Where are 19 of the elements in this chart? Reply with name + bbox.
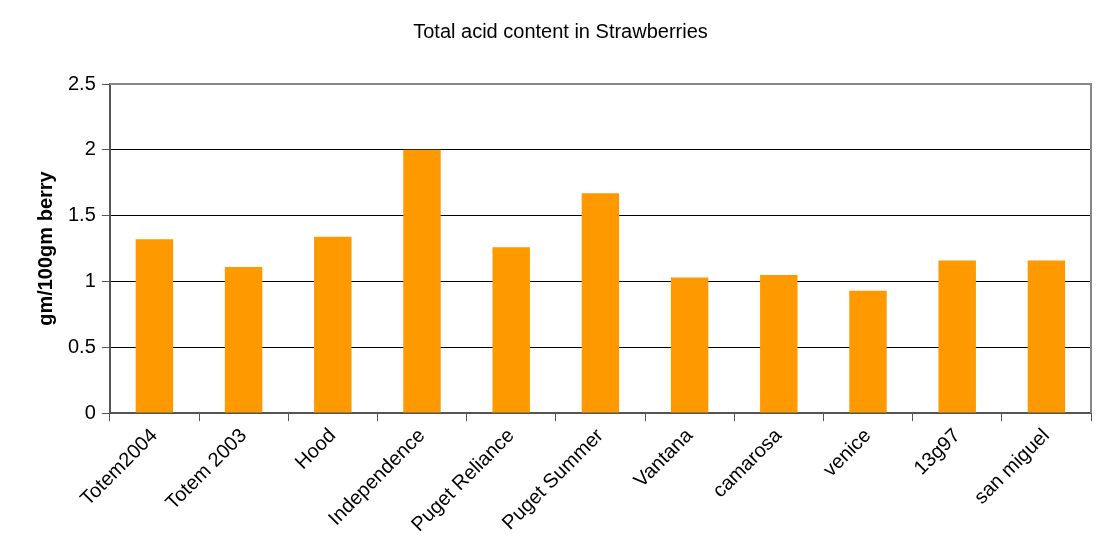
y-tick-label: 2 [84,137,96,160]
bar [581,193,620,413]
bar [135,239,174,413]
y-tick-label: 0 [84,400,96,423]
bar [403,149,441,413]
y-axis-title: gm/100gm berry [33,170,56,326]
y-tick-label: 1 [84,268,96,291]
y-tick-label: 0.5 [67,334,96,357]
bar [492,247,530,413]
y-tick-label: 1.5 [67,203,96,226]
bar [670,277,709,413]
bar [849,290,887,413]
bar [938,260,976,413]
bar [224,266,263,413]
bar [760,274,798,413]
bar [314,236,352,413]
chart-title: Total acid content in Strawberries [413,19,708,42]
y-tick-label: 2.5 [67,71,96,94]
bar [1027,260,1066,413]
